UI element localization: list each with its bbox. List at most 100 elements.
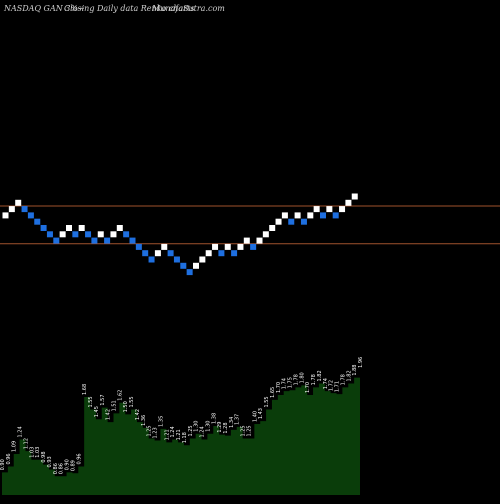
renko-brick-42 — [269, 225, 276, 231]
renko-brick-2 — [15, 199, 22, 206]
area-value-label-11: 0.90 — [65, 459, 71, 470]
renko-brick-19 — [123, 231, 130, 238]
renko-brick-9 — [59, 231, 66, 238]
renko-brick-37 — [237, 243, 244, 250]
area-value-label-46: 1.65 — [270, 387, 276, 398]
renko-brick-5 — [34, 218, 41, 225]
renko-brick-31 — [199, 256, 206, 263]
area-value-label-32: 1.25 — [188, 425, 194, 436]
renko-brick-52 — [332, 212, 339, 219]
renko-brick-0 — [2, 212, 9, 219]
renko-brick-49 — [313, 206, 320, 213]
renko-brick-4 — [27, 212, 34, 219]
area-value-label-9: 0.86 — [53, 463, 59, 474]
area-value-label-0: 0.90 — [0, 459, 6, 470]
area-value-label-3: 1.24 — [18, 426, 24, 437]
renko-brick-6 — [40, 225, 47, 231]
renko-brick-50 — [320, 212, 326, 219]
renko-brick-27 — [173, 256, 180, 263]
renko-brick-41 — [262, 231, 269, 238]
renko-brick-25 — [161, 243, 168, 250]
area-value-label-41: 1.25 — [241, 425, 247, 436]
renko-brick-43 — [275, 218, 282, 225]
renko-brick-32 — [205, 250, 212, 257]
area-value-label-31: 1.18 — [182, 432, 188, 443]
area-value-label-5: 1.03 — [29, 447, 35, 458]
area-value-label-16: 1.45 — [94, 406, 100, 417]
renko-brick-10 — [66, 225, 72, 231]
area-value-label-25: 1.25 — [147, 425, 153, 436]
area-value-label-53: 1.78 — [311, 374, 317, 385]
renko-brick-44 — [281, 212, 288, 219]
area-fill — [2, 369, 360, 495]
area-value-label-36: 1.38 — [211, 413, 217, 424]
area-value-label-58: 1.78 — [340, 374, 346, 385]
renko-brick-53 — [339, 206, 346, 213]
renko-brick-14 — [91, 237, 98, 244]
area-value-label-29: 1.24 — [170, 426, 176, 437]
area-value-label-24: 1.36 — [141, 415, 147, 426]
renko-brick-40 — [256, 237, 263, 244]
area-value-label-56: 1.72 — [329, 380, 335, 391]
area-value-label-19: 1.51 — [112, 400, 118, 411]
renko-brick-7 — [46, 231, 53, 238]
renko-brick-17 — [110, 231, 117, 238]
area-value-label-34: 1.24 — [200, 426, 206, 437]
area-value-label-37: 1.29 — [217, 422, 223, 433]
area-value-label-17: 1.57 — [100, 394, 106, 405]
area-value-label-44: 1.43 — [258, 408, 264, 419]
renko-brick-12 — [78, 225, 85, 231]
renko-brick-33 — [212, 243, 219, 250]
area-value-label-21: 1.50 — [123, 401, 129, 412]
area-value-label-47: 1.70 — [276, 382, 282, 393]
area-value-label-33: 1.30 — [194, 421, 200, 432]
chart-mode-label: Closing Daily data Renko charts — [64, 4, 195, 13]
area-value-label-61: 1.96 — [358, 357, 364, 368]
renko-brick-46 — [294, 212, 301, 219]
area-value-label-28: 1.21 — [164, 429, 170, 440]
area-value-label-57: 1.71 — [335, 381, 341, 392]
chart-symbol-label: NASDAQ GAN 3%~ — [4, 4, 85, 13]
renko-brick-38 — [243, 237, 250, 244]
renko-brick-48 — [307, 212, 314, 219]
area-value-label-35: 1.30 — [205, 421, 211, 432]
area-value-label-12: 0.89 — [70, 460, 76, 471]
area-value-label-4: 1.12 — [23, 438, 29, 449]
area-value-label-45: 1.55 — [264, 396, 270, 407]
renko-brick-30 — [193, 262, 199, 269]
area-value-label-48: 1.74 — [282, 378, 288, 389]
area-value-label-23: 1.42 — [135, 409, 141, 420]
area-value-label-55: 1.74 — [323, 378, 329, 389]
area-value-label-39: 1.34 — [229, 417, 235, 428]
area-value-label-27: 1.35 — [158, 416, 164, 427]
area-value-label-59: 1.82 — [346, 370, 352, 381]
area-value-label-52: 1.70 — [305, 382, 311, 393]
renko-brick-24 — [154, 250, 161, 257]
renko-brick-22 — [142, 250, 149, 257]
renko-brick-1 — [8, 206, 15, 213]
area-value-label-15: 1.55 — [88, 396, 94, 407]
renko-brick-21 — [135, 243, 142, 250]
area-value-label-8: 0.93 — [47, 456, 53, 467]
renko-brick-55 — [351, 193, 358, 200]
area-value-label-2: 1.09 — [12, 441, 18, 452]
area-value-label-30: 1.21 — [176, 429, 182, 440]
renko-brick-39 — [250, 243, 257, 250]
area-value-label-49: 1.75 — [288, 377, 294, 388]
renko-brick-26 — [167, 250, 174, 257]
renko-brick-20 — [129, 237, 136, 244]
area-value-label-42: 1.25 — [246, 425, 252, 436]
area-value-label-54: 1.82 — [317, 370, 323, 381]
renko-brick-13 — [85, 231, 92, 238]
renko-brick-23 — [148, 256, 155, 263]
renko-brick-36 — [231, 250, 238, 257]
renko-brick-47 — [300, 218, 307, 225]
renko-brick-16 — [104, 237, 111, 244]
renko-brick-54 — [345, 199, 352, 206]
area-value-label-50: 1.78 — [293, 374, 299, 385]
area-value-label-1: 0.96 — [6, 453, 12, 464]
renko-brick-15 — [97, 231, 104, 238]
renko-brick-8 — [53, 237, 60, 244]
